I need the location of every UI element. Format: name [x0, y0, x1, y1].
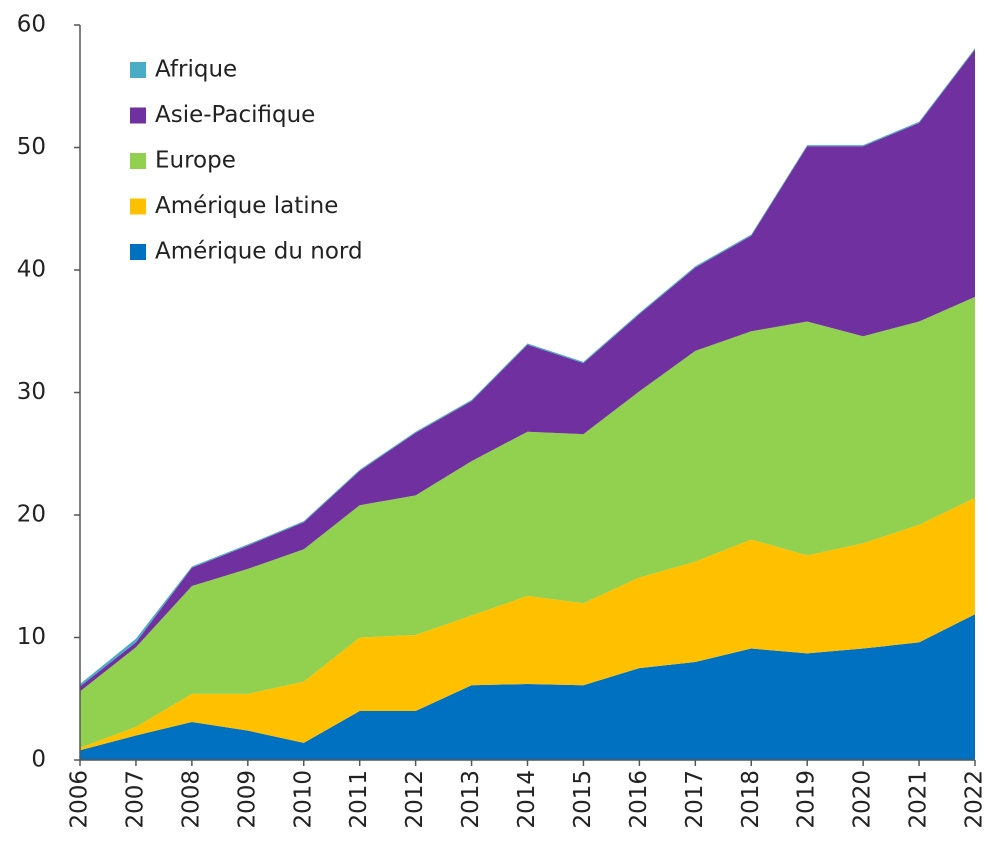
- area: [80, 296, 975, 748]
- x-tick-label: 2021: [906, 770, 932, 829]
- legend-label: Amérique latine: [155, 193, 338, 219]
- area: [80, 49, 975, 692]
- y-tick-label: 30: [17, 379, 46, 405]
- y-tick-label: 20: [17, 502, 46, 528]
- area: [80, 497, 975, 751]
- legend-swatch: [130, 198, 146, 215]
- legend-label: Afrique: [155, 57, 237, 83]
- x-tick-label: 2009: [234, 770, 260, 829]
- x-tick-label: 2020: [850, 770, 876, 829]
- legend-label: Amérique du nord: [155, 239, 363, 265]
- x-tick-label: 2008: [178, 770, 204, 829]
- x-tick-label: 2018: [738, 770, 764, 829]
- y-tick-label: 50: [17, 134, 46, 160]
- x-tick-label: 2006: [67, 770, 93, 829]
- y-tick-label: 0: [31, 747, 46, 773]
- x-tick-label: 2012: [402, 770, 428, 829]
- x-tick-label: 2010: [290, 770, 316, 829]
- legend-swatch: [130, 62, 146, 78]
- x-tick-label: 2013: [458, 770, 484, 829]
- legend-swatch: [130, 107, 146, 124]
- x-tick-label: 2022: [962, 770, 988, 829]
- legend-swatch: [130, 244, 146, 260]
- y-tick-label: 60: [17, 12, 46, 38]
- legend-label: Asie-Pacifique: [155, 102, 315, 128]
- y-tick-label: 10: [17, 624, 46, 650]
- legend-label: Europe: [155, 148, 236, 174]
- x-tick-label: 2014: [514, 770, 540, 829]
- x-tick-label: 2017: [682, 770, 708, 829]
- x-tick-label: 2007: [122, 770, 148, 829]
- x-tick-label: 2015: [570, 770, 596, 829]
- legend-swatch: [130, 153, 146, 169]
- area: [80, 614, 975, 760]
- x-tick-label: 2016: [626, 770, 652, 829]
- x-tick-label: 2019: [794, 770, 820, 829]
- x-tick-label: 2011: [346, 770, 372, 829]
- y-tick-label: 40: [17, 257, 46, 283]
